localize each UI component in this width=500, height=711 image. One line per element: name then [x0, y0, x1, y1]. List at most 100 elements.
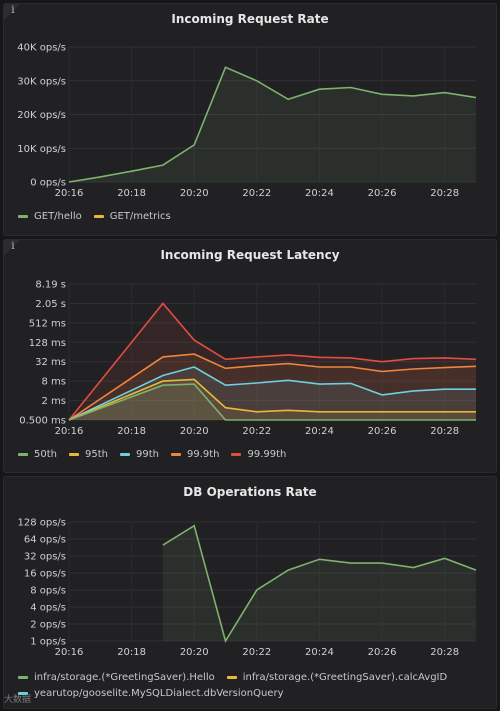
legend-item[interactable]: 99th: [119, 447, 159, 463]
x-tick-label: 20:24: [305, 647, 334, 658]
legend-item[interactable]: infra/storage.(*GreetingSaver).calcAvgID: [226, 670, 448, 686]
x-tick-label: 20:18: [117, 647, 146, 658]
y-tick-label: 128 ms: [29, 338, 66, 349]
y-tick-label: 1 ops/s: [30, 637, 66, 648]
x-tick-label: 20:20: [180, 426, 209, 437]
series-area: [69, 384, 476, 420]
legend-swatch: [68, 453, 79, 456]
legend-swatch: [226, 676, 237, 679]
legend-swatch: [18, 215, 28, 218]
x-tick-label: 20:26: [368, 188, 397, 199]
legend-item[interactable]: 50th: [18, 447, 57, 463]
y-tick-label: 512 ms: [29, 318, 66, 329]
info-icon[interactable]: i: [11, 241, 15, 252]
y-tick-label: 8 ops/s: [30, 586, 66, 597]
x-tick-label: 20:22: [242, 647, 271, 658]
series-area: [69, 303, 476, 420]
panel-info-corner: [4, 4, 20, 20]
legend-label: yearutop/gooselite.MySQLDialect.dbVersio…: [34, 687, 284, 699]
legend-row: infra/storage.(*GreetingSaver).Hello infr…: [18, 669, 459, 685]
y-tick-label: 0 ops/s: [30, 178, 66, 189]
request-rate-chart: 0 ops/s 10K ops/s 20K ops/s 30K ops/s 40K op…: [17, 43, 477, 199]
x-tick-label: 20:18: [117, 188, 146, 199]
x-tick-label: 20:26: [368, 647, 397, 658]
legend-row: 50th 95th 99th 99.9th 99.99th: [18, 446, 298, 462]
y-tick-label: 40K ops/s: [17, 43, 66, 54]
x-tick-label: 20:16: [55, 426, 84, 437]
legend-item[interactable]: 95th: [68, 447, 108, 463]
db-operations-panel: DB Operations Rate 1 ops/s 2 ops/s 4 ops/s…: [3, 476, 497, 709]
y-tick-label: 64 ops/s: [24, 535, 66, 546]
y-tick-label: 4 ops/s: [30, 603, 66, 614]
watermark: 大数据: [4, 695, 32, 705]
y-tick-label: 30K ops/s: [17, 76, 66, 87]
legend-swatch: [93, 215, 104, 218]
x-tick-label: 20:22: [242, 188, 271, 199]
y-tick-label: 32 ms: [35, 357, 66, 368]
y-tick-label: 128 ops/s: [17, 518, 66, 529]
legend-swatch: [18, 692, 28, 695]
panel-title[interactable]: DB Operations Rate: [183, 485, 317, 499]
x-tick-label: 20:18: [117, 426, 146, 437]
y-tick-label: 10K ops/s: [17, 144, 66, 155]
x-tick-label: 20:20: [180, 188, 209, 199]
legend-label: 95th: [84, 448, 108, 460]
series-line[interactable]: [68, 66, 477, 183]
request-latency-legend: 50th 95th 99th 99.9th 99.99th: [18, 446, 298, 462]
y-tick-label: 2 ops/s: [30, 620, 66, 631]
legend-label: infra/storage.(*GreetingSaver).calcAvgID: [242, 671, 448, 683]
series-line[interactable]: [68, 353, 477, 421]
x-tick-label: 20:20: [180, 647, 209, 658]
db-operations-chart: 1 ops/s 2 ops/s 4 ops/s 8 ops/s 16 ops/s 32 o…: [17, 518, 477, 658]
legend-label: infra/storage.(*GreetingSaver).Hello: [34, 671, 215, 683]
legend-swatch: [18, 676, 28, 679]
legend-label: 99th: [135, 448, 159, 460]
series-line[interactable]: [162, 524, 477, 643]
x-tick-label: 20:28: [430, 647, 459, 658]
panel-title[interactable]: Incoming Request Latency: [160, 248, 340, 262]
legend-item[interactable]: GET/metrics: [93, 209, 171, 225]
x-tick-label: 20:28: [430, 188, 459, 199]
series-line[interactable]: [68, 378, 476, 421]
request-latency-chart: 0.500 ms 2 ms 8 ms 32 ms 128 ms 512 ms 2.05 s 8…: [19, 280, 477, 437]
legend-swatch: [231, 453, 242, 456]
x-tick-label: 20:22: [242, 426, 271, 437]
legend-label: GET/hello: [34, 210, 82, 222]
y-tick-label: 2 ms: [42, 396, 67, 407]
legend-swatch: [119, 453, 130, 456]
legend-label: GET/metrics: [109, 210, 171, 222]
legend-item[interactable]: yearutop/gooselite.MySQLDialect.dbVersio…: [18, 686, 284, 702]
y-tick-label: 32 ops/s: [24, 552, 66, 563]
request-rate-panel: i Incoming Request Rate 0 ops/s 10K ops/s…: [3, 3, 497, 236]
legend-row: yearutop/gooselite.MySQLDialect.dbVersio…: [18, 685, 459, 701]
legend-label: 99.9th: [186, 448, 220, 460]
y-tick-label: 8.19 s: [35, 280, 66, 291]
y-tick-label: 20K ops/s: [17, 110, 66, 121]
legend-row: GET/hello GET/metrics: [18, 208, 183, 224]
request-rate-legend: GET/hello GET/metrics: [18, 208, 183, 224]
series-area: [162, 525, 476, 641]
legend-label: 99.99th: [247, 448, 287, 460]
legend-swatch: [170, 453, 181, 456]
series-line[interactable]: [68, 383, 476, 421]
db-operations-legend: infra/storage.(*GreetingSaver).Hello infr…: [18, 669, 459, 701]
series-line[interactable]: [68, 366, 476, 421]
panel-title[interactable]: Incoming Request Rate: [171, 12, 329, 26]
legend-item[interactable]: 99.9th: [170, 447, 220, 463]
x-tick-label: 20:26: [368, 426, 397, 437]
legend-label: 50th: [34, 448, 57, 460]
y-tick-label: 8 ms: [42, 377, 67, 388]
request-latency-panel: i Incoming Request Latency 0.500 ms 2 ms 8…: [3, 239, 497, 473]
panel-info-corner: [4, 240, 20, 256]
legend-item[interactable]: infra/storage.(*GreetingSaver).Hello: [18, 670, 215, 686]
info-icon[interactable]: i: [11, 5, 15, 16]
series-line[interactable]: [68, 302, 477, 421]
x-tick-label: 20:28: [430, 426, 459, 437]
x-tick-label: 20:16: [55, 188, 84, 199]
y-tick-label: 2.05 s: [35, 299, 66, 310]
legend-item[interactable]: GET/hello: [18, 209, 82, 225]
x-tick-label: 20:24: [305, 188, 334, 199]
y-tick-label: 0.500 ms: [19, 416, 66, 427]
legend-item[interactable]: 99.99th: [231, 447, 286, 463]
x-tick-label: 20:24: [305, 426, 334, 437]
